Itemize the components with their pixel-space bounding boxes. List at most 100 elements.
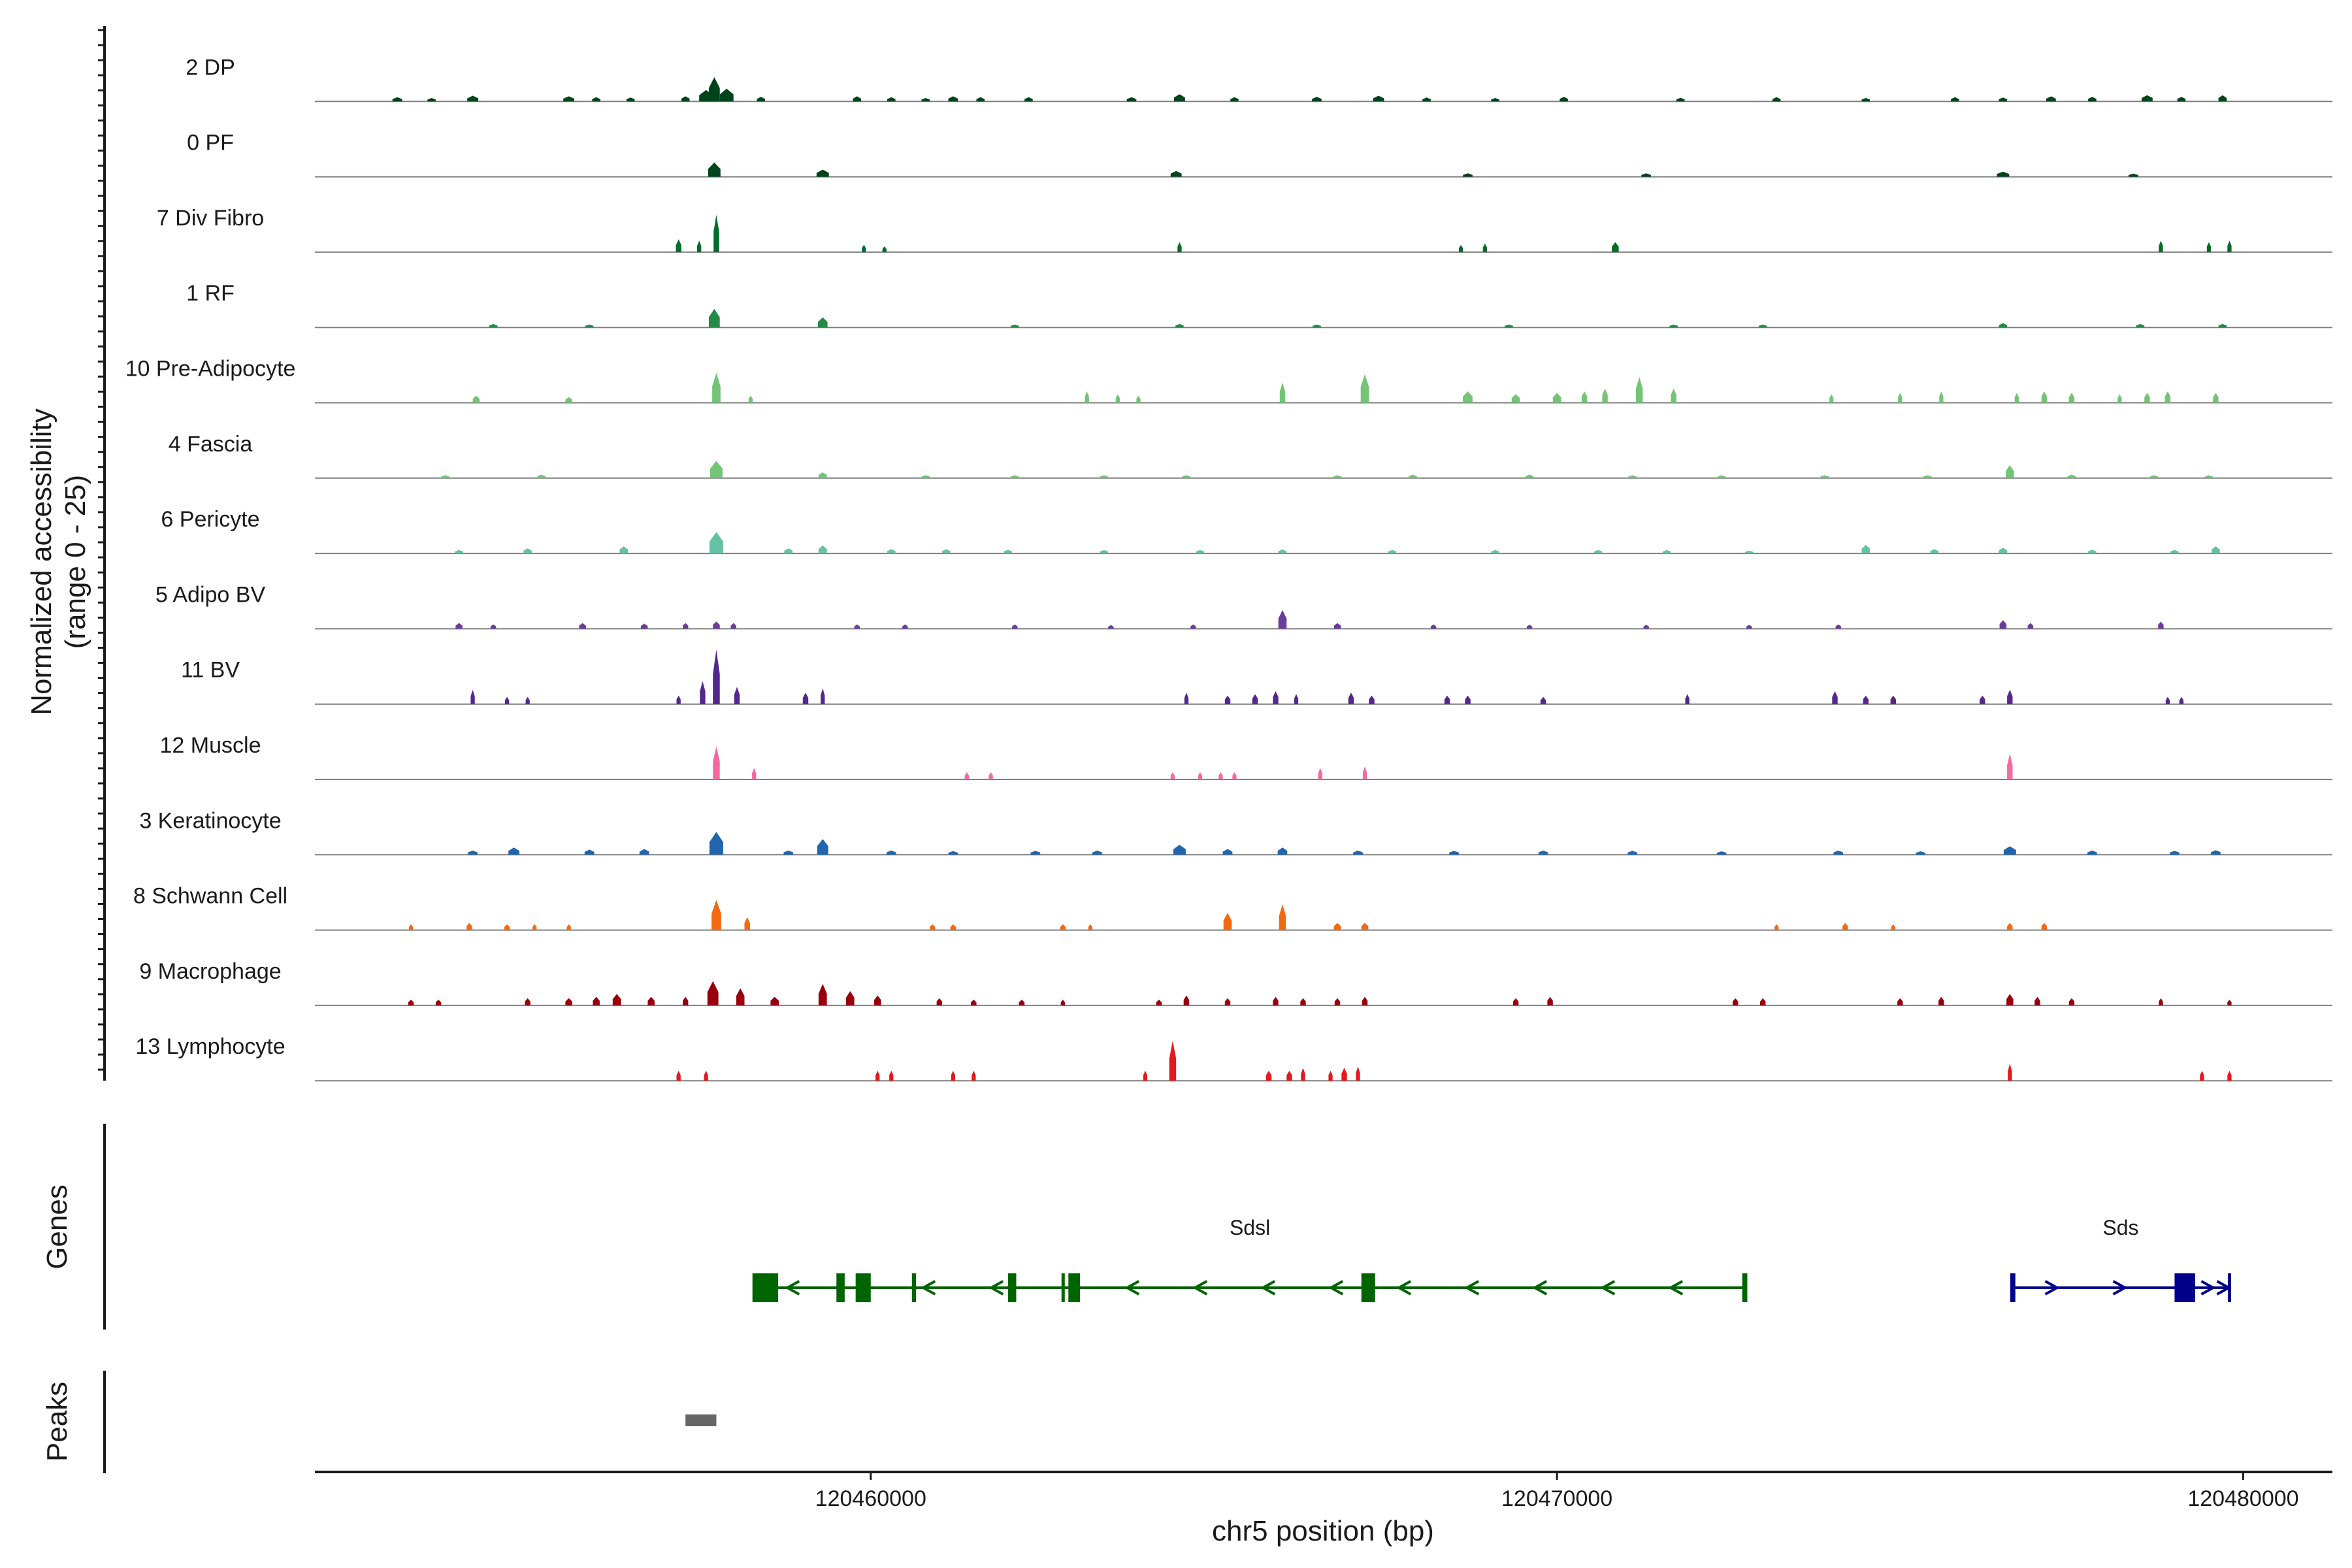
gene-exon [2012,1273,2016,1302]
coverage-peak [1223,913,1232,930]
coverage-peak [1716,851,1727,855]
coverage-peak [2159,998,2163,1005]
gene-strand-chevron [1668,1280,1684,1296]
gene-sdsl: Sdsl [752,1216,1748,1302]
coverage-peak [1560,97,1568,102]
track-2-dp: 2 DP [186,55,2332,103]
coverage-peak [921,475,930,478]
coverage-peak [887,97,896,102]
coverage-peak [508,847,519,855]
coverage-peak [1278,549,1287,554]
gene-strand-chevron [785,1280,800,1296]
gene-exon [911,1273,917,1302]
coverage-peak [2212,546,2220,554]
coverage-peak [1685,694,1690,704]
coverage-peak [719,88,734,102]
coverage-peak [1641,173,1651,177]
coverage-peak [1733,998,1739,1005]
coverage-peak [676,1070,681,1081]
coverage-peak [2164,391,2171,403]
coverage-peak [1278,610,1287,629]
gene-strand-chevron [1464,1280,1480,1296]
coverage-peak [816,169,829,177]
coverage-peak [886,850,896,855]
coverage-peak [2136,323,2145,328]
coverage-peak [730,623,736,629]
track-label: 13 Lymphocyte [135,1034,285,1059]
coverage-peak [565,998,572,1005]
coverage-peak [1581,391,1588,403]
coverage-peak [1999,323,2008,328]
track-4-fascia: 4 Fascia [169,432,2332,479]
coverage-peak [708,77,720,102]
coverage-peak [846,991,855,1005]
track-label: 7 Div Fibro [157,206,264,231]
coverage-peak [2218,323,2227,328]
coverage-peak [875,1070,880,1081]
coverage-peak [1505,324,1513,328]
coverage-peak [2206,242,2212,252]
accessibility-tracks: 2 DP 0 PF 7 Div Fibro 1 RF 10 Pre-Adipocyte 4… [125,55,2332,1082]
coverage-peak [700,681,706,704]
coverage-peak [647,996,655,1005]
gene-strand-chevron [1328,1280,1344,1296]
coverage-peak [1538,850,1548,855]
coverage-peak [708,308,720,328]
coverage-peak [592,97,600,102]
coverage-peak [1294,694,1299,704]
coverage-peak [971,1000,977,1005]
coverage-peak [1328,1070,1333,1081]
coverage-peak [1512,998,1519,1005]
coverage-peak [1463,391,1473,403]
coverage-peak [708,162,721,177]
coverage-peak [1224,695,1231,704]
x-tick-label: 120460000 [815,1486,926,1511]
coverage-peak [1170,772,1175,779]
coverage-peak [1252,694,1258,704]
coverage-peak [713,214,719,252]
coverage-peak [713,649,720,704]
gene-strand-chevron [988,1280,1004,1296]
coverage-peak [1643,625,1649,629]
track-8-schwann-cell: 8 Schwann Cell [133,884,2332,931]
coverage-peak [1930,549,1939,554]
coverage-peak [882,246,887,252]
gene-strand-chevron [921,1280,936,1296]
coverage-peak [2006,994,2014,1005]
coverage-peak [902,624,908,629]
coverage-peak [1760,998,1766,1005]
coverage-peak [1060,1000,1065,1005]
coverage-peak [1373,95,1384,102]
coverage-peak [964,772,969,779]
coverage-peak [2170,851,2180,855]
coverage-peak [392,97,402,102]
coverage-peak [752,768,757,779]
coverage-peak [770,996,779,1005]
coverage-peak [889,1070,894,1081]
coverage-peak [681,96,690,102]
gene-label: Sds [2102,1216,2138,1239]
coverage-peak [523,548,532,554]
track-12-muscle: 12 Muscle [160,733,2332,780]
coverage-peak [1353,850,1363,855]
coverage-peak [455,623,463,629]
coverage-peak [2204,475,2213,478]
gene-label: Sdsl [1230,1216,1270,1239]
coverage-peak [2088,549,2097,554]
coverage-peak [802,693,809,704]
coverage-peak [1717,475,1726,478]
coverage-peak [2227,240,2232,252]
coverage-peak [2008,1063,2012,1081]
coverage-peak [466,923,472,930]
track-label: 10 Pre-Adipocyte [125,357,296,382]
coverage-peak [1369,695,1375,704]
coverage-peak [1198,772,1203,779]
coverage-peak [1300,998,1306,1005]
coverage-peak [1312,97,1322,102]
coverage-peak [676,239,681,252]
coverage-peak [1444,695,1450,704]
coverage-peak [784,548,792,554]
gene-exon [1007,1273,1017,1302]
coverage-peak [1286,1070,1292,1081]
coverage-peak [1547,996,1553,1005]
